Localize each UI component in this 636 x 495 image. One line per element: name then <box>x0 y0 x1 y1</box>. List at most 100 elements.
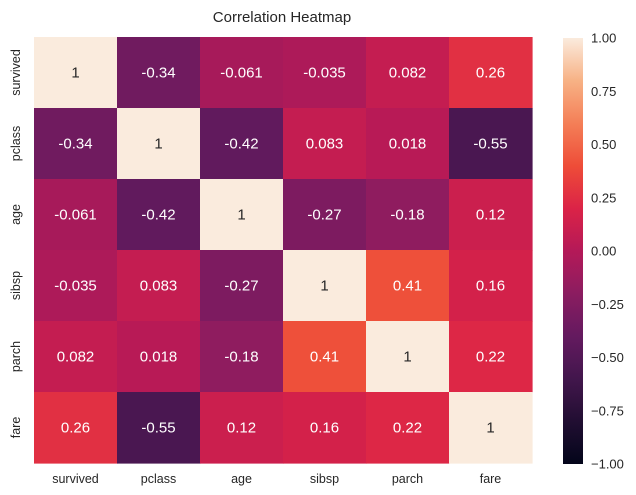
cell-annotation: -0.55 <box>141 420 175 437</box>
cell-annotation: 0.26 <box>61 420 90 437</box>
heatmap-cell <box>200 250 284 322</box>
cell-annotation: -0.34 <box>141 65 175 82</box>
heatmap-cell <box>34 321 118 393</box>
heatmap-cell <box>200 108 284 180</box>
heatmap-cell <box>283 108 367 180</box>
heatmap-cell <box>366 392 450 464</box>
cell-annotation: 0.082 <box>389 65 427 82</box>
colorbar-tick-label: −0.25 <box>591 297 624 312</box>
heatmap-cells <box>34 37 533 464</box>
cell-annotation: -0.27 <box>224 278 258 295</box>
heatmap-cell <box>283 321 367 393</box>
y-axis-ticks: survived pclass age sibsp parch fare <box>9 49 23 438</box>
heatmap-cell <box>449 250 533 322</box>
heatmap-cell <box>366 108 450 180</box>
colorbar <box>563 38 583 464</box>
heatmap-cell <box>366 321 450 393</box>
heatmap-cell <box>449 321 533 393</box>
y-tick-label: survived <box>9 49 23 96</box>
heatmap-cell <box>200 321 284 393</box>
cell-annotation: -0.061 <box>54 207 97 224</box>
colorbar-tick-label: −1.00 <box>591 457 624 472</box>
cell-annotation: 1 <box>71 65 79 82</box>
heatmap-cell <box>366 250 450 322</box>
heatmap-cell <box>283 250 367 322</box>
x-tick-label: fare <box>480 472 502 486</box>
cell-annotation: 0.083 <box>306 136 344 153</box>
colorbar-tick-label: 0.25 <box>591 190 616 205</box>
heatmap-cell <box>117 321 201 393</box>
cell-annotation: 0.083 <box>140 278 178 295</box>
cell-annotation: 0.018 <box>389 136 427 153</box>
heatmap-cell <box>449 108 533 180</box>
colorbar-tick-label: −0.50 <box>591 350 624 365</box>
y-tick-label: sibsp <box>9 271 23 300</box>
x-tick-label: parch <box>392 472 423 486</box>
cell-annotation: 1 <box>154 136 162 153</box>
heatmap-cell <box>366 37 450 109</box>
chart-title: Correlation Heatmap <box>213 9 351 26</box>
cell-annotation: 0.26 <box>476 65 505 82</box>
cell-annotation: 1 <box>403 349 411 366</box>
y-tick-label: parch <box>9 341 23 372</box>
heatmap-cell <box>34 250 118 322</box>
y-tick-label: age <box>9 204 23 225</box>
x-axis-ticks: survived pclass age sibsp parch fare <box>52 472 501 486</box>
cell-annotation: 0.082 <box>57 349 95 366</box>
heatmap-cell <box>200 37 284 109</box>
heatmap-cell <box>34 108 118 180</box>
cell-annotation: 0.12 <box>227 420 256 437</box>
heatmap-cell <box>34 37 118 109</box>
heatmap-cell <box>449 37 533 109</box>
cell-annotation: -0.55 <box>473 136 507 153</box>
cell-annotation: 0.16 <box>310 420 339 437</box>
cell-annotation: 0.018 <box>140 349 178 366</box>
cell-annotation: 0.12 <box>476 207 505 224</box>
cell-annotation: -0.035 <box>303 65 346 82</box>
cell-annotation: 0.16 <box>476 278 505 295</box>
heatmap-cell <box>200 392 284 464</box>
heatmap-cell <box>117 179 201 251</box>
cell-annotation: -0.035 <box>54 278 97 295</box>
heatmap-cell <box>366 179 450 251</box>
x-tick-label: sibsp <box>310 472 339 486</box>
colorbar-tick-label: 0.00 <box>591 244 616 259</box>
colorbar-tick-label: 0.50 <box>591 137 616 152</box>
heatmap-cell <box>449 179 533 251</box>
colorbar-tick-label: 0.75 <box>591 84 616 99</box>
heatmap-cell <box>449 392 533 464</box>
cell-annotation: 1 <box>237 207 245 224</box>
heatmap-cell <box>34 179 118 251</box>
x-tick-label: pclass <box>141 472 176 486</box>
cell-annotations: 1 -0.34 -0.061 -0.035 0.082 0.26 -0.34 1 -0.42 0.… <box>54 65 507 437</box>
colorbar-ticks: 1.00 0.75 0.50 0.25 0.00 −0.25 −0.50 −0.75 −1.00 <box>591 31 624 472</box>
cell-annotation: 1 <box>320 278 328 295</box>
heatmap-cell <box>117 37 201 109</box>
cell-annotation: -0.42 <box>224 136 258 153</box>
x-tick-label: survived <box>52 472 99 486</box>
cell-annotation: 0.41 <box>393 278 422 295</box>
cell-annotation: -0.27 <box>307 207 341 224</box>
heatmap-cell <box>117 392 201 464</box>
cell-annotation: 0.22 <box>393 420 422 437</box>
cell-annotation: 1 <box>486 420 494 437</box>
cell-annotation: -0.18 <box>224 349 258 366</box>
cell-annotation: 0.22 <box>476 349 505 366</box>
x-tick-label: age <box>231 472 252 486</box>
cell-annotation: -0.42 <box>141 207 175 224</box>
cell-annotation: -0.18 <box>390 207 424 224</box>
heatmap-cell <box>283 179 367 251</box>
heatmap-cell <box>283 37 367 109</box>
heatmap-cell <box>34 392 118 464</box>
heatmap-cell <box>117 108 201 180</box>
y-tick-label: pclass <box>9 126 23 161</box>
cell-annotation: 0.41 <box>310 349 339 366</box>
colorbar-tick-label: −0.75 <box>591 403 624 418</box>
heatmap-cell <box>117 250 201 322</box>
y-tick-label: fare <box>9 417 23 439</box>
colorbar-tick-label: 1.00 <box>591 31 616 46</box>
heatmap-cell <box>200 179 284 251</box>
heatmap-cell <box>283 392 367 464</box>
